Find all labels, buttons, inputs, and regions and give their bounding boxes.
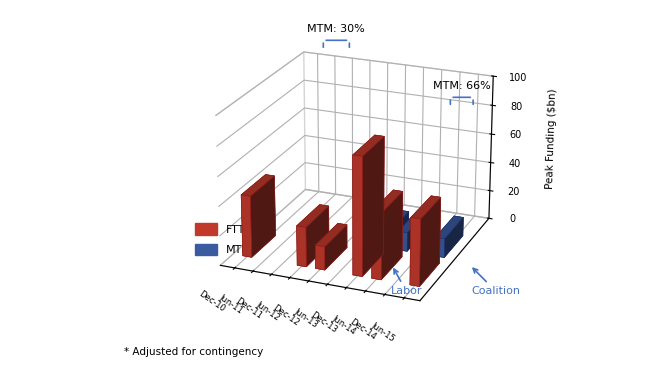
Text: MTM: 66%: MTM: 66% <box>433 81 491 91</box>
Legend: FTTP, MTM: FTTP, MTM <box>190 219 257 259</box>
Text: * Adjusted for contingency: * Adjusted for contingency <box>124 347 263 357</box>
Text: MTM: 30%: MTM: 30% <box>307 24 365 34</box>
Text: *: * <box>372 142 380 156</box>
Text: Labor: Labor <box>391 269 422 296</box>
Text: Coalition: Coalition <box>471 268 521 296</box>
